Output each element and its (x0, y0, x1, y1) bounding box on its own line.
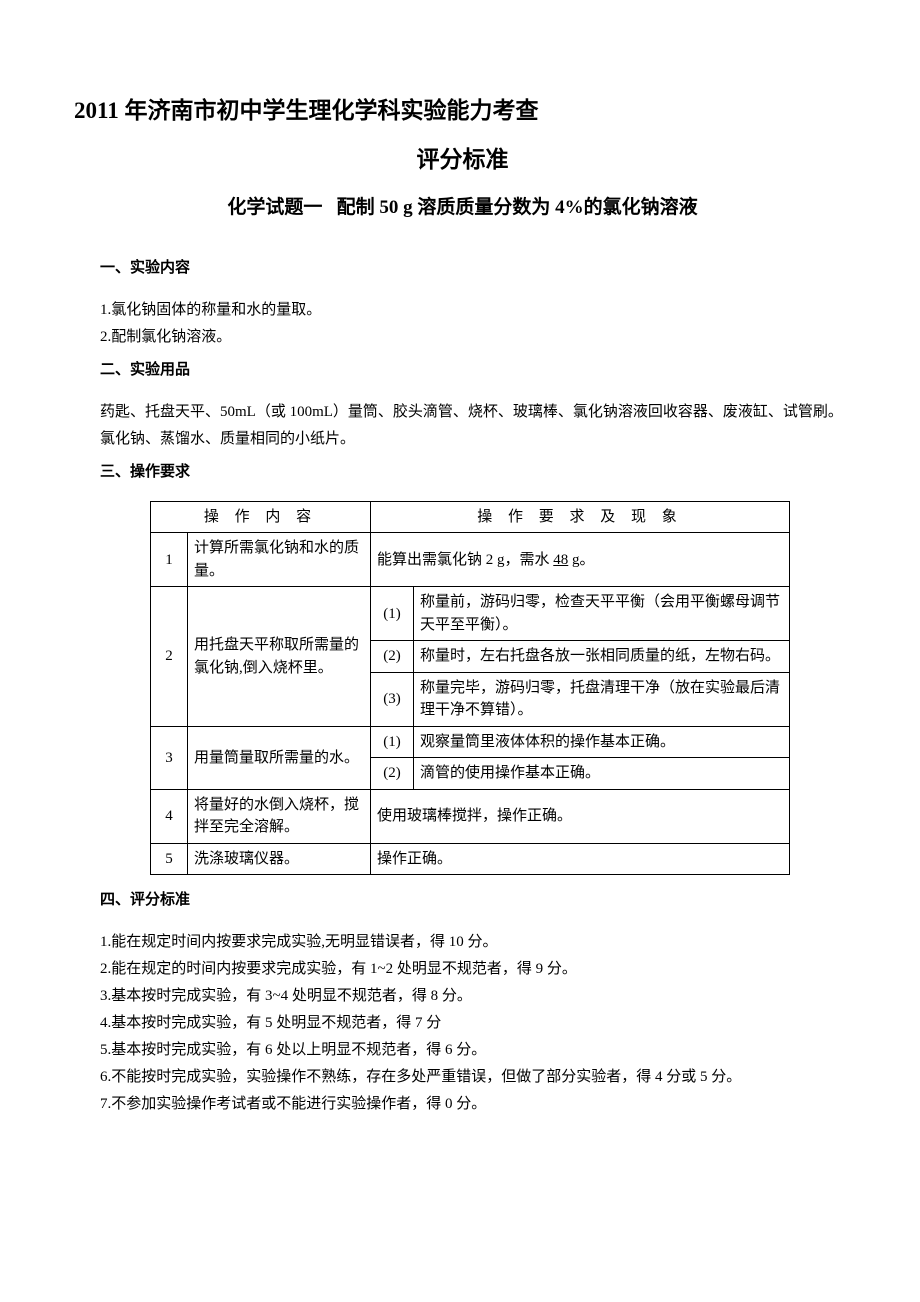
table-head-req: 操 作 要 求 及 现 象 (371, 501, 790, 533)
req-underlined: 48 (553, 552, 568, 568)
row-num: 1 (151, 533, 188, 587)
scoring-line: 2.能在规定的时间内按要求完成实验，有 1~2 处明显不规范者，得 9 分。 (70, 956, 855, 983)
table-header-row: 操 作 内 容 操 作 要 求 及 现 象 (151, 501, 790, 533)
scoring-line: 1.能在规定时间内按要求完成实验,无明显错误者，得 10 分。 (70, 929, 855, 956)
scoring-line: 7.不参加实验操作考试者或不能进行实验操作者，得 0 分。 (70, 1091, 855, 1118)
row-req: 能算出需氯化钠 2 g，需水 48 g。 (371, 533, 790, 587)
row-req: 称量时，左右托盘各放一张相同质量的纸，左物右码。 (414, 641, 790, 673)
row-num: 4 (151, 789, 188, 843)
row-op: 用托盘天平称取所需量的氯化钠,倒入烧杯里。 (188, 587, 371, 727)
row-req: 观察量筒里液体体积的操作基本正确。 (414, 726, 790, 758)
section3-header: 三、操作要求 (70, 459, 855, 486)
table-row: 4 将量好的水倒入烧杯，搅拌至完全溶解。 使用玻璃棒搅拌，操作正确。 (151, 789, 790, 843)
row-op: 计算所需氯化钠和水的质量。 (188, 533, 371, 587)
section1-header: 一、实验内容 (70, 255, 855, 282)
req-prefix: 能算出需氯化钠 2 g，需水 (377, 552, 553, 568)
table-row: 3 用量筒量取所需量的水。 (1) 观察量筒里液体体积的操作基本正确。 (151, 726, 790, 758)
section4-header: 四、评分标准 (70, 887, 855, 914)
row-sub: (2) (371, 641, 414, 673)
scoring-line: 5.基本按时完成实验，有 6 处以上明显不规范者，得 6 分。 (70, 1037, 855, 1064)
row-req: 称量前，游码归零，检查天平平衡（会用平衡螺母调节天平至平衡）。 (414, 587, 790, 641)
table-row: 2 用托盘天平称取所需量的氯化钠,倒入烧杯里。 (1) 称量前，游码归零，检查天… (151, 587, 790, 641)
subtitle-left: 化学试题一 (227, 197, 322, 218)
subtitle-right: 配制 50 g 溶质质量分数为 4%的氯化钠溶液 (337, 197, 698, 218)
req-suffix: g。 (568, 552, 594, 568)
row-num: 3 (151, 726, 188, 789)
row-req: 滴管的使用操作基本正确。 (414, 758, 790, 790)
section2-header: 二、实验用品 (70, 357, 855, 384)
row-req: 称量完毕，游码归零，托盘清理干净（放在实验最后清理干净不算错）。 (414, 672, 790, 726)
row-req: 使用玻璃棒搅拌，操作正确。 (371, 789, 790, 843)
section2-line1: 药匙、托盘天平、50mL（或 100mL）量筒、胶头滴管、烧杯、玻璃棒、氯化钠溶… (70, 399, 855, 426)
operations-table: 操 作 内 容 操 作 要 求 及 现 象 1 计算所需氯化钠和水的质量。 能算… (150, 501, 790, 876)
row-op: 洗涤玻璃仪器。 (188, 843, 371, 875)
row-sub: (1) (371, 726, 414, 758)
section2-line2: 氯化钠、蒸馏水、质量相同的小纸片。 (70, 426, 855, 453)
row-num: 2 (151, 587, 188, 727)
row-req: 操作正确。 (371, 843, 790, 875)
row-num: 5 (151, 843, 188, 875)
row-op: 将量好的水倒入烧杯，搅拌至完全溶解。 (188, 789, 371, 843)
row-sub: (3) (371, 672, 414, 726)
page-title-line2: 评分标准 (70, 139, 855, 180)
section2-line1-text: 药匙、托盘天平、50mL（或 100mL）量筒、胶头滴管、烧杯、玻璃棒、氯化钠溶… (70, 399, 843, 426)
row-sub: (2) (371, 758, 414, 790)
scoring-line: 3.基本按时完成实验，有 3~4 处明显不规范者，得 8 分。 (70, 983, 855, 1010)
table-row: 5 洗涤玻璃仪器。 操作正确。 (151, 843, 790, 875)
scoring-line: 4.基本按时完成实验，有 5 处明显不规范者，得 7 分 (70, 1010, 855, 1037)
row-op: 用量筒量取所需量的水。 (188, 726, 371, 789)
table-row: 1 计算所需氯化钠和水的质量。 能算出需氯化钠 2 g，需水 48 g。 (151, 533, 790, 587)
row-sub: (1) (371, 587, 414, 641)
exam-subtitle: 化学试题一 配制 50 g 溶质质量分数为 4%的氯化钠溶液 (70, 191, 855, 225)
section1-line2: 2.配制氯化钠溶液。 (70, 324, 855, 351)
section1-line1: 1.氯化钠固体的称量和水的量取。 (70, 297, 855, 324)
scoring-line: 6.不能按时完成实验，实验操作不熟练，存在多处严重错误，但做了部分实验者，得 4… (70, 1064, 855, 1091)
table-head-op: 操 作 内 容 (151, 501, 371, 533)
page-title-line1: 2011 年济南市初中学生理化学科实验能力考查 (70, 90, 855, 131)
